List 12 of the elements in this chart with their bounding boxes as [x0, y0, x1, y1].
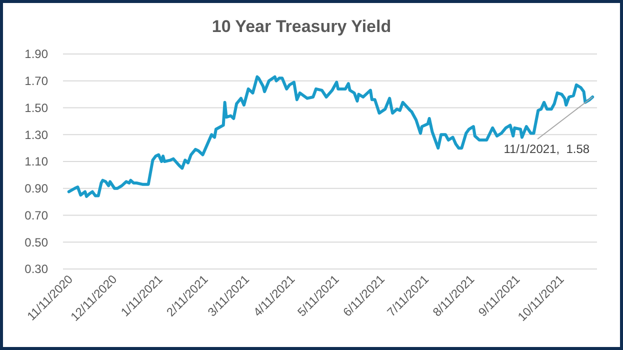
y-tick-label: 0.90 [24, 182, 48, 196]
y-tick-label: 1.90 [24, 47, 48, 62]
y-tick-label: 1.10 [24, 154, 48, 169]
y-tick-label: 1.30 [24, 128, 48, 142]
line-series [67, 75, 594, 198]
y-tick-label: 0.30 [24, 262, 48, 276]
y-tick-label: 1.50 [24, 100, 48, 115]
y-tick-label: 1.70 [24, 74, 48, 88]
annotation: 11/1/2021, 1.58 [504, 142, 590, 156]
chart-title: 10 Year Treasury Yield [212, 17, 392, 36]
y-tick-label: 0.50 [24, 235, 48, 250]
y-tick-label: 0.70 [24, 208, 48, 222]
